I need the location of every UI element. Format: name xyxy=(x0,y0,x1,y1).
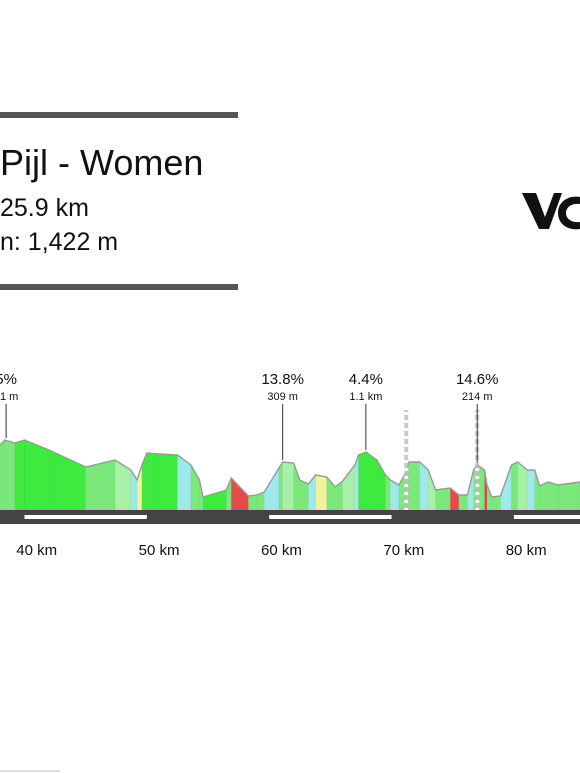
baseline-km-band xyxy=(513,515,580,519)
sprint-marker-stripe xyxy=(404,444,409,447)
profile-segment xyxy=(4,439,15,511)
profile-outline xyxy=(0,439,580,498)
sprint-marker-stripe xyxy=(404,492,409,495)
climb-length-label: 309 m xyxy=(267,391,298,403)
profile-segment xyxy=(14,439,25,511)
sprint-marker-stripe xyxy=(404,436,409,439)
sprint-marker-stripe xyxy=(404,468,409,471)
climb-gradient-label: 14.6% xyxy=(456,371,499,388)
x-tick-label: 40 km xyxy=(16,542,57,559)
race-title: Pijl - Women xyxy=(0,142,204,183)
sprint-marker xyxy=(404,410,409,511)
profile-segment xyxy=(24,439,50,511)
profile-segment xyxy=(85,459,116,511)
sprint-marker-stripe xyxy=(475,468,480,471)
profile-segment xyxy=(491,495,501,511)
ve-logo-mark xyxy=(520,185,580,235)
profile-segment xyxy=(114,459,132,511)
sprint-marker-stripe xyxy=(404,412,409,415)
profile-segment xyxy=(248,494,258,511)
profile-segment xyxy=(158,453,178,511)
profile-segment xyxy=(282,461,294,511)
race-distance: 25.9 km xyxy=(0,194,89,222)
sprint-marker-stripe xyxy=(475,508,480,511)
race-elevation: n: 1,422 m xyxy=(0,228,119,256)
sprint-marker-stripe xyxy=(475,484,480,487)
profile-segment xyxy=(315,474,328,511)
climb-length-label: 214 m xyxy=(462,391,493,403)
sprint-marker-stripe xyxy=(475,500,480,503)
title-top-rule xyxy=(0,112,238,118)
profile-segment xyxy=(458,494,468,511)
profile-segment xyxy=(539,481,549,511)
profile-segment xyxy=(527,469,536,511)
sprint-marker-stripe xyxy=(404,428,409,431)
x-tick-label: 70 km xyxy=(383,542,424,559)
elevation-profile-chart: 40 km 50 km 60 km 70 km 80 km 5% 21 m 13.8% 309 … xyxy=(0,371,580,559)
profile-segment xyxy=(278,460,283,511)
sprint-marker-stripe xyxy=(404,484,409,487)
sprint-marker-stripe xyxy=(404,508,409,511)
climb-gradient-label: 5% xyxy=(0,371,17,388)
baseline-km-band xyxy=(24,515,147,519)
sprint-marker-stripe xyxy=(404,452,409,455)
sprint-marker-stripe xyxy=(475,492,480,495)
bottom-scroll-hint xyxy=(0,770,60,772)
profile-segment xyxy=(342,464,356,511)
profile-segment xyxy=(511,461,518,511)
profile-segment xyxy=(435,487,451,511)
profile-segment xyxy=(0,439,6,511)
climb-gradient-label: 13.8% xyxy=(261,371,304,388)
sprint-marker-stripe xyxy=(404,476,409,479)
profile-segment xyxy=(146,452,160,511)
climb-length-label: 21 m xyxy=(0,391,18,403)
profile-segment xyxy=(365,451,378,511)
sprint-marker-stripe xyxy=(404,500,409,503)
profile-segment xyxy=(547,481,559,511)
race-info-panel: Pijl - Women 25.9 km n: 1,422 m xyxy=(0,112,238,292)
profile-segment xyxy=(486,484,493,511)
title-bottom-rule xyxy=(0,284,238,290)
sprint-marker-stripe xyxy=(404,420,409,423)
climb-gradient-label: 4.4% xyxy=(349,371,383,388)
x-tick-label: 50 km xyxy=(139,542,180,559)
profile-segment xyxy=(557,481,580,511)
sprint-marker-stripe xyxy=(404,460,409,463)
baseline-km-band xyxy=(269,515,392,519)
profile-segment xyxy=(427,469,436,511)
x-tick-label: 60 km xyxy=(261,542,302,559)
profile-segment xyxy=(358,451,367,511)
sprint-marker-stripe xyxy=(475,476,480,479)
profile-segment xyxy=(408,461,421,511)
profile-segment xyxy=(299,479,309,511)
profile-segment xyxy=(500,464,512,511)
x-tick-label: 80 km xyxy=(506,542,547,559)
climb-length-label: 1.1 km xyxy=(349,391,382,403)
